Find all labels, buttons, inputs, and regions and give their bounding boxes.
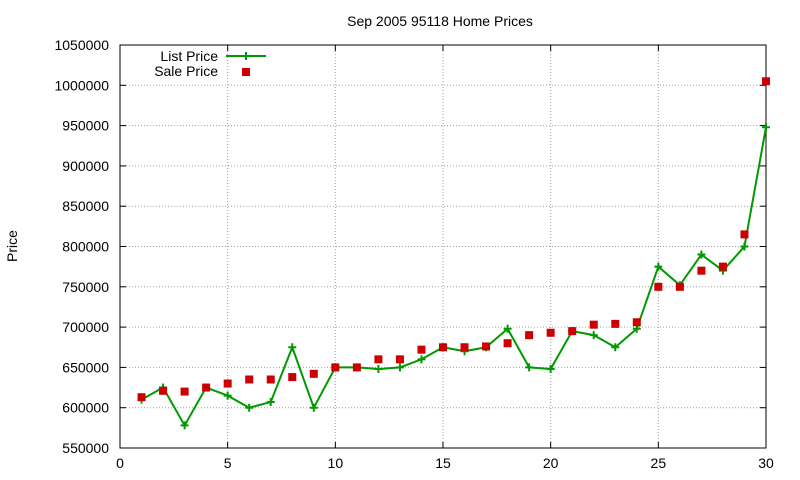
- legend-marker-sale-price: [242, 68, 250, 76]
- list-price-point: [654, 262, 663, 271]
- x-tick-label: 10: [328, 455, 344, 471]
- sale-price-point: [331, 363, 340, 372]
- sale-price-point: [697, 266, 706, 275]
- list-price-point: [309, 403, 318, 412]
- sale-price-point: [137, 393, 146, 402]
- y-tick-label: 650000: [62, 359, 109, 375]
- sale-price-point: [482, 342, 491, 351]
- sale-price-point: [352, 363, 361, 372]
- sale-price-point: [718, 262, 727, 271]
- sale-price-point: [568, 327, 577, 336]
- list-price-point: [740, 242, 749, 251]
- data-series: [137, 77, 770, 430]
- x-tick-label: 5: [224, 455, 232, 471]
- list-price-point: [417, 355, 426, 364]
- tick-labels: 0 5 10 15 20 25 30 550000 600000 650000 700000 7500…: [54, 37, 774, 471]
- y-axis-label: Price: [4, 230, 20, 262]
- list-price-point: [503, 324, 512, 333]
- x-tick-label: 15: [435, 455, 451, 471]
- y-tick-label: 900000: [62, 158, 109, 174]
- y-tick-label: 750000: [62, 279, 109, 295]
- legend-label-sale-price: Sale Price: [154, 63, 218, 79]
- sale-price-point: [589, 320, 598, 329]
- chart-title: Sep 2005 95118 Home Prices: [347, 13, 533, 29]
- list-price-point: [546, 365, 555, 374]
- list-price-point: [611, 343, 620, 352]
- sale-price-point: [460, 343, 469, 352]
- sale-price-point: [740, 230, 749, 239]
- legend-plus-marker: [242, 52, 250, 60]
- sale-price-point: [266, 375, 275, 384]
- sale-price-point: [503, 339, 512, 348]
- sale-price-point: [654, 282, 663, 291]
- sale-price-point: [546, 328, 555, 337]
- sale-price-point: [395, 355, 404, 364]
- x-tick-label: 25: [651, 455, 667, 471]
- grid-lines: [120, 45, 766, 448]
- list-price-point: [525, 363, 534, 372]
- sale-price-point: [762, 77, 770, 86]
- axis-ticks: [119, 44, 767, 449]
- legend-square-marker: [242, 68, 250, 76]
- list-price-point: [288, 343, 297, 352]
- list-price-point: [374, 365, 383, 374]
- y-tick-label: 600000: [62, 400, 109, 416]
- sale-price-point: [525, 331, 534, 340]
- list-price-point: [589, 331, 598, 340]
- sale-price-point: [223, 379, 232, 388]
- sale-price-point: [374, 355, 383, 364]
- sale-price-point: [159, 386, 168, 395]
- y-tick-label: 550000: [62, 440, 109, 456]
- list-price-point: [223, 391, 232, 400]
- y-tick-label: 850000: [62, 198, 109, 214]
- y-tick-label: 1000000: [54, 77, 109, 93]
- sale-price-point: [309, 369, 318, 378]
- y-tick-label: 950000: [62, 118, 109, 134]
- sale-price-point: [288, 373, 297, 382]
- sale-price-point: [611, 319, 620, 328]
- list-price-point: [245, 403, 254, 412]
- x-tick-label: 20: [543, 455, 559, 471]
- legend-label-list-price: List Price: [160, 48, 218, 64]
- list-price-point: [395, 363, 404, 372]
- sale-price-point: [245, 375, 254, 384]
- list-price-line: [141, 127, 767, 427]
- list-price-point: [697, 250, 706, 259]
- y-tick-label: 800000: [62, 239, 109, 255]
- x-tick-label: 30: [758, 455, 774, 471]
- y-tick-label: 1050000: [54, 37, 109, 53]
- list-price-point: [180, 421, 189, 430]
- list-price-point: [762, 123, 770, 132]
- sale-price-point: [417, 345, 426, 354]
- sale-price-point: [180, 387, 189, 396]
- sale-price-point: [632, 318, 641, 327]
- sale-price-point: [439, 343, 447, 352]
- sale-price-point: [675, 282, 684, 291]
- y-tick-label: 700000: [62, 319, 109, 335]
- list-price-point: [266, 398, 275, 407]
- x-tick-label: 0: [116, 455, 124, 471]
- legend: List Price Sale Price: [154, 48, 266, 79]
- sale-price-point: [202, 383, 211, 392]
- legend-marker-list-price: [242, 52, 250, 60]
